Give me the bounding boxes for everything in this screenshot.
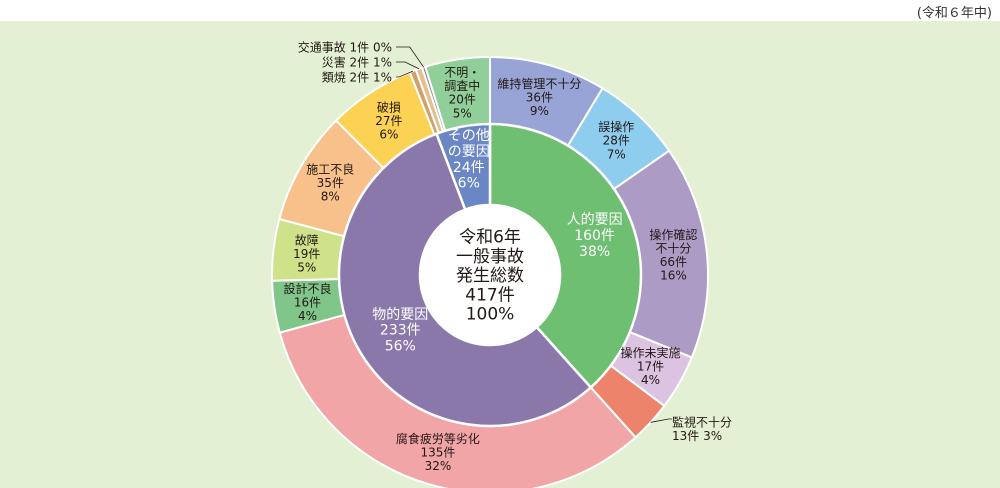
outer-label-操作確認不十分: 操作確認不十分 66件 16%: [649, 227, 697, 283]
outer-label-故障: 故障 19件 5%: [293, 232, 320, 274]
leader-line-類焼: [396, 70, 414, 78]
outer-label-腐食疲労等劣化: 腐食疲労等劣化 135件 32%: [396, 431, 480, 473]
inner-label-物的要因: 物的要因 233件 56%: [372, 307, 428, 355]
chart-panel: 令和6年一般事故発生総数 417件 100% 人的要因 160件 38% 物的要因 233件 5…: [0, 21, 1000, 488]
period-note: (令和６年中): [916, 6, 992, 21]
outer-label-維持管理不十分: 維持管理不十分 36件 9%: [497, 76, 581, 118]
leader-line-災害: [396, 61, 420, 70]
outer-label-類焼: 類焼 2件 1%: [322, 70, 392, 84]
outer-label-監視不十分: 監視不十分 13件 3%: [672, 415, 732, 444]
outer-label-交通事故: 交通事故 1件 0%: [298, 39, 392, 54]
leader-line-監視不十分: [650, 418, 672, 423]
outer-label-破損: 破損 27件 6%: [375, 99, 402, 141]
outer-label-操作未実施: 操作未実施 17件 4%: [620, 345, 680, 387]
inner-label-その他の要因: その他の要因 24件 6%: [448, 128, 490, 191]
outer-label-施工不良: 施工不良 35件 8%: [306, 162, 354, 204]
donut-chart: 令和6年一般事故発生総数 417件 100% 人的要因 160件 38% 物的要因 233件 5…: [271, 39, 732, 488]
outer-label-誤操作: 誤操作 28件 7%: [598, 119, 634, 161]
outer-label-災害: 災害 2件 1%: [322, 54, 392, 69]
center-hole: [420, 205, 560, 345]
leader-line-交通事故: [396, 46, 425, 68]
center-total-label: 令和6年一般事故発生総数 417件 100%: [456, 228, 524, 325]
outer-label-不明調査中: 不明・調査中 20件 5%: [444, 66, 480, 121]
inner-label-人的要因: 人的要因 160件 38%: [567, 212, 623, 260]
outer-label-設計不良: 設計不良 16件 4%: [283, 281, 331, 323]
